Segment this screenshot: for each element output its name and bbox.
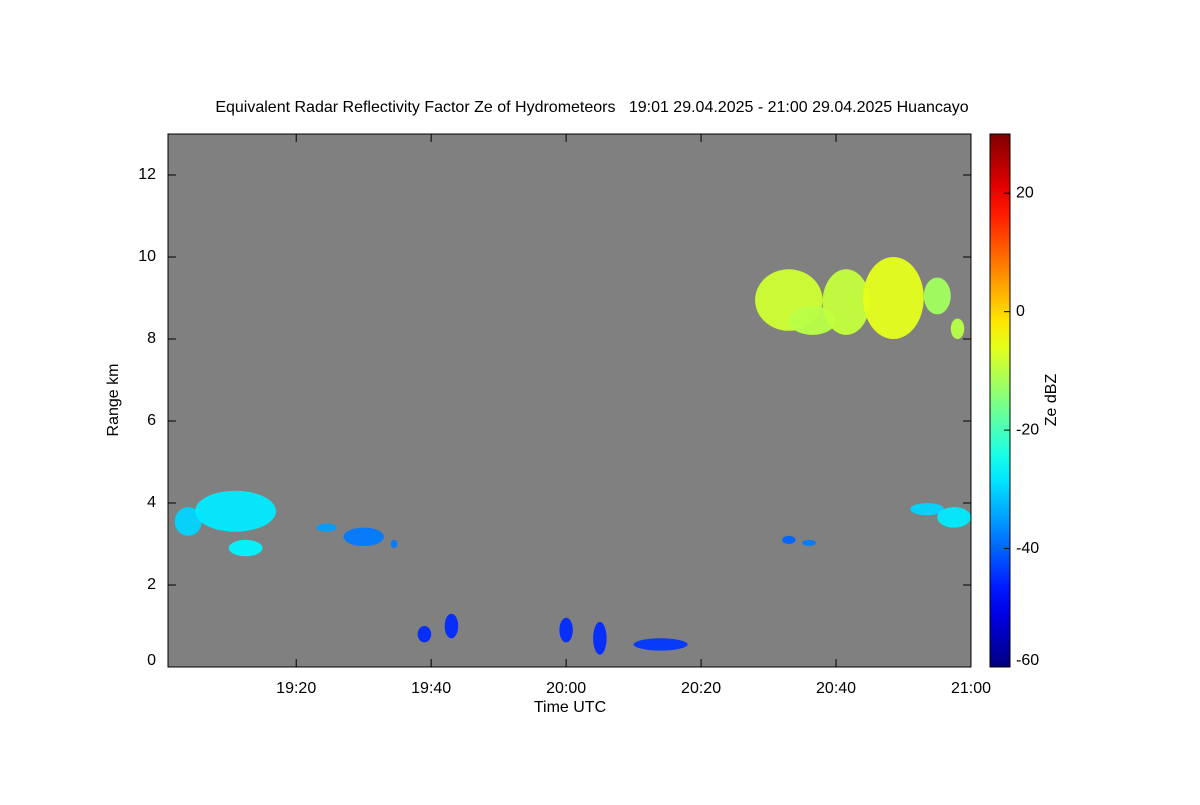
chart-title: Equivalent Radar Reflectivity Factor Ze …	[215, 99, 968, 116]
echo-cell	[559, 617, 573, 643]
echo-cell	[444, 613, 459, 639]
echo-cell	[822, 269, 870, 335]
echo-cell	[937, 507, 971, 528]
colorbar-tick-label: 0	[1016, 303, 1025, 320]
y-axis-label: Range km	[105, 364, 122, 437]
echo-cell	[343, 527, 384, 547]
y-tick-label: 10	[138, 248, 156, 265]
y-tick-label: 8	[147, 330, 156, 347]
colorbar-tick-label: -20	[1016, 421, 1039, 438]
cells	[174, 257, 971, 655]
echo-cell	[782, 535, 796, 545]
echo-cell	[417, 626, 432, 643]
echo-cell	[174, 507, 202, 536]
echo-cell	[593, 621, 607, 655]
y-tick-label: 12	[138, 166, 156, 183]
x-tick-label: 19:20	[276, 680, 316, 697]
x-axis-label: Time UTC	[534, 699, 606, 716]
echo-cell	[910, 503, 945, 516]
colorbar-tick-label: 20	[1016, 184, 1034, 201]
plot-frame	[167, 133, 972, 668]
colorbar-tick-label: -40	[1016, 540, 1039, 557]
y-tick-label: 2	[147, 576, 156, 593]
echo-cell	[863, 257, 924, 339]
colorbar-label: Ze dBZ	[1043, 374, 1060, 427]
x-tick-label: 20:40	[816, 680, 856, 697]
echo-cell	[194, 490, 276, 532]
echo-cell	[802, 539, 816, 547]
echo-cell	[228, 539, 263, 557]
x-tick-label: 20:20	[681, 680, 721, 697]
echo-cell	[316, 523, 337, 532]
plot-background	[168, 134, 971, 667]
y-tick-label: 4	[147, 494, 156, 511]
echo-cell	[390, 539, 398, 549]
echo-cell	[923, 277, 951, 315]
echo-cell	[633, 638, 688, 651]
y-tick-label: 0	[147, 652, 156, 669]
echo-cell	[950, 318, 965, 339]
x-tick-label: 19:40	[411, 680, 451, 697]
x-tick-label: 21:00	[951, 680, 991, 697]
y-tick-label: 6	[147, 412, 156, 429]
colorbar	[989, 133, 1011, 668]
colorbar-tick-label: -60	[1016, 652, 1039, 669]
x-tick-label: 20:00	[546, 680, 586, 697]
